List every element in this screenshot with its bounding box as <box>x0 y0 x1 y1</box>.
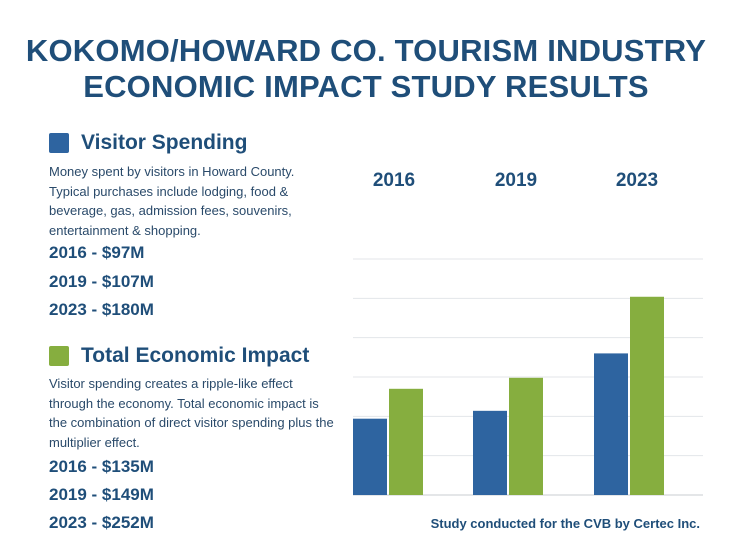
total-impact-stat-2019: 2019 - $149M <box>49 485 154 504</box>
bar-visitor-spending-2023 <box>594 353 628 495</box>
bar-visitor-spending-2016 <box>353 418 387 495</box>
footnote: Study conducted for the CVB by Certec In… <box>430 516 700 531</box>
visitor-spending-stat-2019: 2019 - $107M <box>49 272 154 291</box>
bar-total-impact-2016 <box>389 388 423 495</box>
visitor-spending-heading-text: Visitor Spending <box>81 131 248 154</box>
chart-year-label-2023: 2023 <box>615 170 659 191</box>
total-impact-heading: Total Economic Impact <box>49 344 309 368</box>
total-impact-heading-text: Total Economic Impact <box>81 344 310 367</box>
bar-total-impact-2023 <box>630 296 664 495</box>
page-title: KOKOMO/HOWARD CO. TOURISM INDUSTRY ECONO… <box>0 33 732 105</box>
total-impact-stat-2023: 2023 - $252M <box>49 513 154 532</box>
total-impact-swatch <box>49 346 69 366</box>
visitor-spending-swatch <box>49 133 69 153</box>
bar-total-impact-2019 <box>509 377 543 495</box>
visitor-spending-stat-2016: 2016 - $97M <box>49 243 145 262</box>
chart-year-label-2019: 2019 <box>494 170 538 191</box>
bar-visitor-spending-2019 <box>473 410 507 495</box>
chart-year-label-2016: 2016 <box>372 170 416 191</box>
title-line-2: ECONOMIC IMPACT STUDY RESULTS <box>83 69 649 104</box>
visitor-spending-stat-2023: 2023 - $180M <box>49 300 154 319</box>
total-impact-description: Visitor spending creates a ripple-like e… <box>49 376 334 450</box>
total-impact-stat-2016: 2016 - $135M <box>49 457 154 476</box>
visitor-spending-description: Money spent by visitors in Howard County… <box>49 164 295 238</box>
title-line-1: KOKOMO/HOWARD CO. TOURISM INDUSTRY <box>25 33 707 68</box>
visitor-spending-heading: Visitor Spending <box>49 131 247 155</box>
bar-chart <box>353 258 703 496</box>
